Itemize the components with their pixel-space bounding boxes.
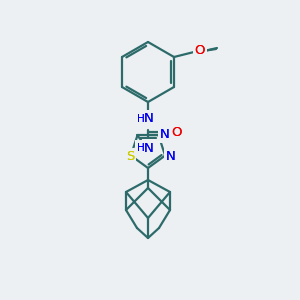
Text: O: O	[195, 44, 205, 58]
Text: S: S	[125, 149, 135, 164]
Text: N: N	[159, 127, 170, 142]
Text: S: S	[125, 149, 135, 164]
Text: O: O	[195, 44, 205, 58]
Text: N: N	[166, 150, 176, 163]
Text: O: O	[171, 125, 183, 140]
Text: S: S	[126, 150, 134, 163]
Text: N: N	[166, 149, 177, 164]
Text: N: N	[160, 128, 170, 141]
Text: O: O	[194, 44, 206, 59]
Text: H: H	[136, 142, 146, 154]
Text: H: H	[137, 143, 145, 153]
Text: H: H	[136, 112, 146, 125]
Text: H: H	[137, 143, 145, 153]
Text: O: O	[172, 127, 182, 140]
Text: N: N	[144, 112, 154, 127]
Text: N: N	[144, 112, 154, 127]
Text: H: H	[137, 114, 145, 124]
Text: O: O	[194, 44, 206, 59]
Text: N: N	[144, 142, 154, 154]
Text: N: N	[166, 150, 176, 163]
Text: H: H	[136, 142, 146, 154]
Text: H: H	[137, 114, 145, 124]
Text: N: N	[159, 127, 170, 142]
Text: O: O	[172, 127, 182, 140]
Text: N: N	[144, 112, 154, 125]
Text: N: N	[166, 149, 177, 164]
Text: N: N	[144, 140, 154, 155]
Text: N: N	[144, 142, 154, 154]
Text: O: O	[171, 125, 183, 140]
Text: N: N	[144, 112, 154, 125]
Text: N: N	[160, 128, 170, 141]
Text: N: N	[144, 140, 154, 155]
Text: H: H	[136, 112, 146, 125]
Text: S: S	[126, 150, 134, 163]
